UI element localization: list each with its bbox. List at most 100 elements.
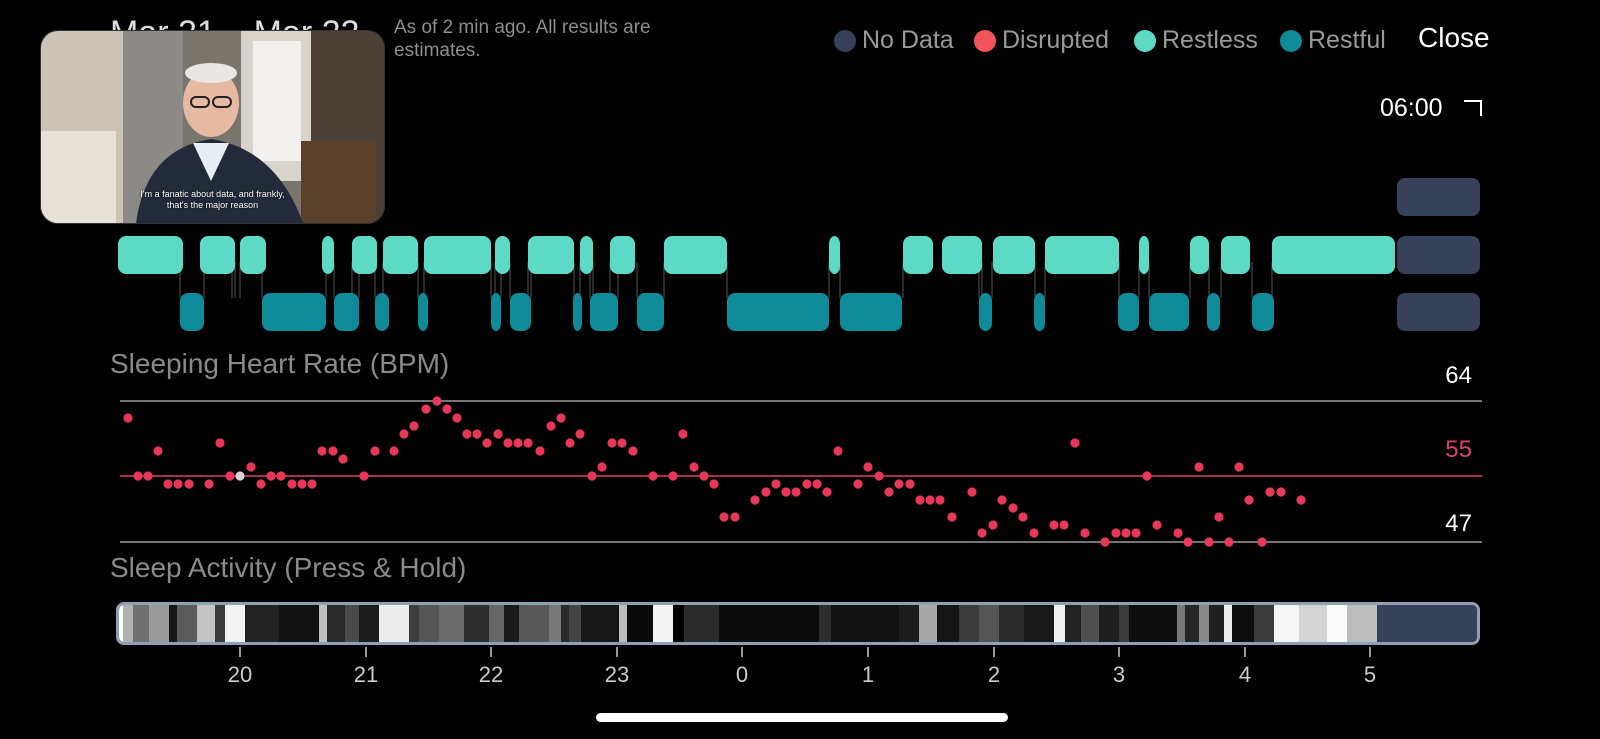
hr-point bbox=[761, 487, 771, 497]
activity-segment bbox=[1129, 605, 1177, 642]
restful-block bbox=[1034, 293, 1045, 331]
activity-segment bbox=[999, 605, 1024, 642]
restless-block bbox=[528, 236, 574, 274]
activity-segment bbox=[619, 605, 627, 642]
restless-block bbox=[118, 236, 183, 274]
video-pip[interactable]: I'm a fanatic about data, and frankly, t… bbox=[40, 30, 385, 224]
hr-point bbox=[1111, 528, 1121, 538]
activity-segment bbox=[959, 605, 979, 642]
hr-point bbox=[699, 471, 709, 481]
activity-segment bbox=[419, 605, 439, 642]
as-of-note: As of 2 min ago. All results are estimat… bbox=[394, 17, 651, 61]
restless-block bbox=[240, 236, 266, 274]
hr-point bbox=[750, 495, 760, 505]
activity-segment bbox=[569, 605, 581, 642]
activity-segment bbox=[1347, 605, 1377, 642]
hr-point bbox=[493, 429, 503, 439]
hr-point bbox=[802, 479, 812, 489]
restless-block bbox=[322, 236, 334, 274]
restful-dot bbox=[1280, 29, 1302, 52]
activity-segment bbox=[225, 605, 245, 642]
legend-disrupted: Disrupted bbox=[974, 26, 1109, 55]
time-tick-label: 23 bbox=[604, 662, 630, 687]
hr-point bbox=[482, 438, 492, 448]
restful-block bbox=[1207, 293, 1220, 331]
hr-point bbox=[894, 479, 904, 489]
close-button[interactable]: Close bbox=[1418, 22, 1490, 53]
hr-point bbox=[338, 454, 348, 464]
hr-point bbox=[153, 446, 163, 456]
legend-label: No Data bbox=[862, 26, 954, 54]
hr-point bbox=[1029, 528, 1039, 538]
activity-segment bbox=[215, 605, 225, 642]
disrupted-dot bbox=[974, 29, 996, 52]
hr-point bbox=[617, 438, 627, 448]
hr-point bbox=[256, 479, 266, 489]
hr-point bbox=[163, 479, 173, 489]
legend-label: Restless bbox=[1162, 26, 1258, 54]
legend-restless: Restless bbox=[1134, 26, 1258, 55]
sleep-stage-chart[interactable] bbox=[0, 0, 1600, 345]
restless-block bbox=[495, 236, 510, 274]
hr-point bbox=[628, 446, 638, 456]
hr-point bbox=[1121, 528, 1131, 538]
hr-point bbox=[822, 487, 832, 497]
hr-point bbox=[143, 471, 153, 481]
time-tick-mark bbox=[1244, 647, 1246, 657]
home-indicator[interactable] bbox=[596, 713, 1008, 722]
hr-point bbox=[462, 429, 472, 439]
hr-point bbox=[1183, 537, 1193, 547]
hr-point bbox=[328, 446, 338, 456]
hr-point bbox=[215, 438, 225, 448]
activity-segment bbox=[279, 605, 319, 642]
hr-point bbox=[503, 438, 513, 448]
time-tick-label: 22 bbox=[478, 662, 504, 687]
sleep-activity-bar[interactable] bbox=[116, 602, 1480, 645]
restful-block bbox=[375, 293, 389, 331]
activity-segment bbox=[1327, 605, 1347, 642]
activity-segment bbox=[379, 605, 409, 642]
hr-point bbox=[915, 495, 925, 505]
hr-point bbox=[204, 479, 214, 489]
video-caption: I'm a fanatic about data, and frankly, t… bbox=[41, 189, 384, 211]
hr-point bbox=[1131, 528, 1141, 538]
hr-point bbox=[452, 413, 462, 423]
hr-point bbox=[977, 528, 987, 538]
activity-segment bbox=[549, 605, 561, 642]
hr-point bbox=[884, 487, 894, 497]
activity-segment bbox=[123, 605, 133, 642]
activity-segment bbox=[439, 605, 464, 642]
activity-segment bbox=[937, 605, 959, 642]
activity-segment bbox=[831, 605, 899, 642]
activity-segment bbox=[1232, 605, 1254, 642]
hr-point bbox=[1018, 512, 1028, 522]
hr-point bbox=[389, 446, 399, 456]
activity-segment bbox=[149, 605, 169, 642]
hr-point bbox=[1059, 520, 1069, 530]
hr-point bbox=[1244, 495, 1254, 505]
hr-point bbox=[1173, 528, 1183, 538]
restful-block bbox=[262, 293, 326, 331]
activity-segment bbox=[345, 605, 359, 642]
hr-point bbox=[781, 487, 791, 497]
restless-block bbox=[580, 236, 593, 274]
heart-rate-title: Sleeping Heart Rate (BPM) bbox=[110, 348, 450, 379]
restful-block bbox=[1118, 293, 1139, 331]
activity-segment bbox=[684, 605, 719, 642]
hr-point bbox=[678, 429, 688, 439]
activity-segment bbox=[319, 605, 327, 642]
hr-point bbox=[307, 479, 317, 489]
hr-point bbox=[556, 413, 566, 423]
restless-block bbox=[903, 236, 933, 274]
caption-line: that's the major reason bbox=[166, 200, 259, 210]
hr-avg-label: 55 bbox=[1445, 436, 1472, 463]
legend-restful: Restful bbox=[1280, 26, 1386, 55]
activity-segment bbox=[1099, 605, 1119, 642]
no-data-block bbox=[1397, 236, 1480, 274]
hr-point bbox=[370, 446, 380, 456]
hr-point bbox=[1070, 438, 1080, 448]
restless-block bbox=[1221, 236, 1250, 274]
restless-dot bbox=[1134, 29, 1156, 52]
no-data-dot bbox=[834, 29, 856, 52]
